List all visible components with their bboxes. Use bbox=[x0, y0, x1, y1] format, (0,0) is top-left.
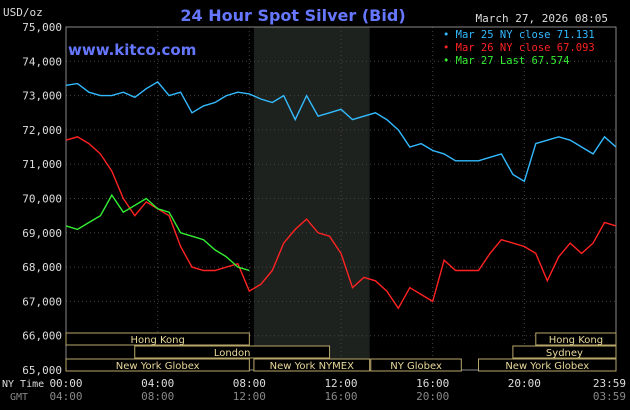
y-tick-label: 67,000 bbox=[22, 295, 62, 308]
y-tick-label: 73,000 bbox=[22, 90, 62, 103]
y-tick-label: 66,000 bbox=[22, 330, 62, 343]
session-label: Hong Kong bbox=[130, 335, 184, 346]
session-bar bbox=[65, 332, 250, 346]
x-tick-label-gmt: 20:00 bbox=[416, 390, 449, 403]
series-line bbox=[65, 80, 617, 183]
x-tick-label-ny: 23:59 bbox=[593, 377, 626, 390]
session-bar bbox=[253, 358, 371, 372]
y-tick-label: 71,000 bbox=[22, 158, 62, 171]
x-tick-label-ny: 12:00 bbox=[324, 377, 357, 390]
x-axis-ticks: 00:00 04:00 08:00 12:00 16:00 20:00 23:5904:00… bbox=[49, 377, 626, 403]
x-tick-label-ny: 16:00 bbox=[416, 377, 449, 390]
x-tick-label-ny: 20:00 bbox=[508, 377, 541, 390]
session-bar bbox=[134, 345, 331, 359]
session-bar bbox=[478, 358, 617, 372]
session-label: New York Globex bbox=[116, 361, 200, 372]
y-tick-label: 65,000 bbox=[22, 364, 62, 377]
x-tick-label-gmt: 08:00 bbox=[141, 390, 174, 403]
session-bar bbox=[535, 332, 617, 346]
session-label: New York Globex bbox=[505, 361, 589, 372]
session-bar bbox=[65, 358, 250, 372]
y-tick-label: 70,000 bbox=[22, 193, 62, 206]
y-tick-label: 68,000 bbox=[22, 261, 62, 274]
legend: • Mar 25 NY close 71.131• Mar 26 NY clos… bbox=[443, 29, 595, 67]
timestamp: March 27, 2026 08:05 bbox=[476, 12, 608, 25]
watermark-url: www.kitco.com bbox=[68, 41, 196, 59]
session-label: London bbox=[214, 348, 251, 359]
session-label: Hong Kong bbox=[549, 335, 603, 346]
legend-entry: • Mar 25 NY close 71.131 bbox=[443, 29, 595, 41]
series-line bbox=[65, 193, 250, 272]
session-label: Sydney bbox=[546, 348, 583, 359]
session-label: NY Globex bbox=[390, 361, 442, 372]
session-bars: Hong Kong London New York Globex New York N… bbox=[65, 332, 617, 372]
x-axis-label-gmt: GMT bbox=[10, 392, 28, 403]
x-tick-label-ny: 00:00 bbox=[49, 377, 82, 390]
y-tick-label: 74,000 bbox=[22, 55, 62, 68]
x-tick-label-gmt: 04:00 bbox=[49, 390, 82, 403]
currency-label: USD/oz bbox=[3, 6, 43, 19]
y-tick-label: 69,000 bbox=[22, 227, 62, 240]
x-tick-label-ny: 04:00 bbox=[141, 377, 174, 390]
legend-entry: • Mar 27 Last 67.574 bbox=[443, 55, 569, 67]
y-axis-ticks: 75,000 74,000 73,000 72,000 71,000 70,000 69,0… bbox=[22, 21, 62, 377]
nymex-session-shading bbox=[253, 27, 370, 370]
x-tick-label-gmt: 03:59 bbox=[593, 390, 626, 403]
y-tick-label: 72,000 bbox=[22, 124, 62, 137]
legend-entry: • Mar 26 NY close 67.093 bbox=[443, 42, 595, 54]
x-tick-label-gmt: 12:00 bbox=[233, 390, 266, 403]
chart-title: 24 Hour Spot Silver (Bid) bbox=[180, 6, 405, 25]
series-lines bbox=[65, 80, 617, 310]
session-bar bbox=[370, 358, 462, 372]
x-tick-label-gmt: 16:00 bbox=[324, 390, 357, 403]
session-label: New York NYMEX bbox=[270, 361, 355, 372]
y-tick-label: 75,000 bbox=[22, 21, 62, 34]
x-tick-label-ny: 08:00 bbox=[233, 377, 266, 390]
x-axis-label-ny: NY Time bbox=[2, 379, 44, 390]
session-bar bbox=[512, 345, 617, 359]
